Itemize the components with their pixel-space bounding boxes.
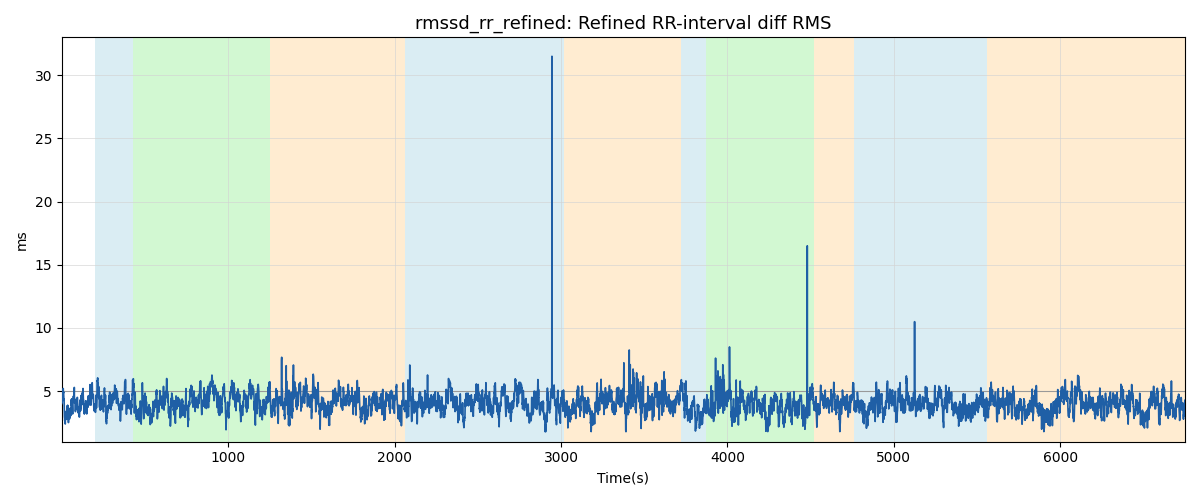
Title: rmssd_rr_refined: Refined RR-interval diff RMS: rmssd_rr_refined: Refined RR-interval di… <box>415 15 832 34</box>
Bar <box>133 38 270 442</box>
Bar <box>814 38 854 442</box>
Bar <box>680 38 706 442</box>
Bar <box>988 38 1186 442</box>
Bar <box>854 38 988 442</box>
Bar <box>270 38 404 442</box>
Bar <box>554 38 564 442</box>
Y-axis label: ms: ms <box>14 229 29 250</box>
Bar <box>564 38 680 442</box>
Bar <box>404 38 554 442</box>
Bar <box>95 38 133 442</box>
Bar <box>706 38 814 442</box>
X-axis label: Time(s): Time(s) <box>598 471 649 485</box>
